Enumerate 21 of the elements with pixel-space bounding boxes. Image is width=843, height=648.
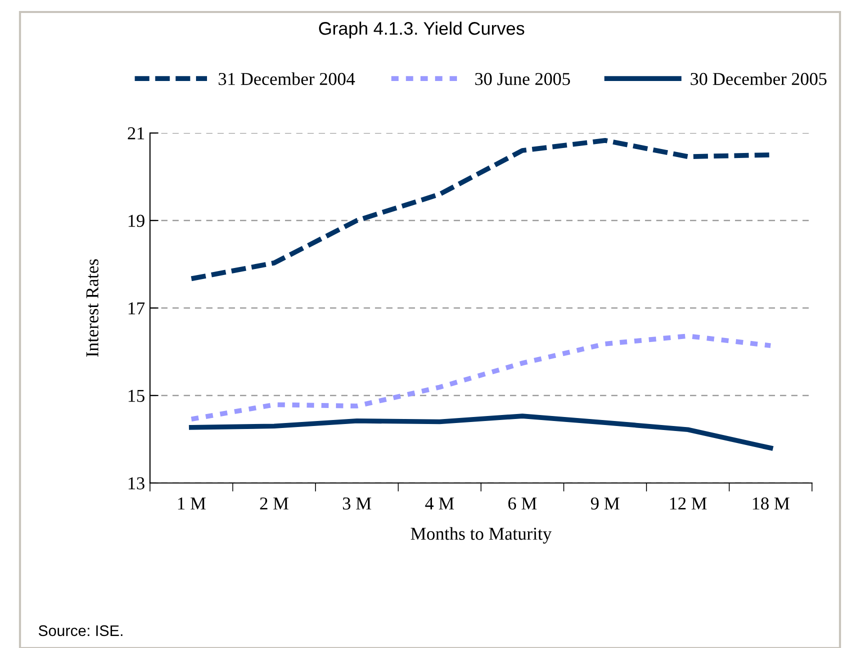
chart-title: Graph 4.1.3. Yield Curves bbox=[319, 22, 524, 38]
legend-label: 30 December 2005 bbox=[690, 72, 827, 86]
source-note: Source: ISE. bbox=[38, 625, 122, 636]
x-tick-label: 2 M bbox=[260, 497, 288, 510]
legend-label: 31 December 2004 bbox=[218, 72, 355, 86]
x-axis-title: Months to Maturity bbox=[410, 527, 552, 544]
y-tick-label: 21 bbox=[128, 127, 144, 140]
x-tick-label: 12 M bbox=[670, 497, 707, 510]
x-tick-label: 6 M bbox=[508, 497, 537, 510]
y-tick-label: 13 bbox=[128, 477, 144, 490]
x-tick-label: 18 M bbox=[752, 497, 790, 510]
x-tick-label: 3 M bbox=[342, 497, 372, 510]
y-tick-label: 17 bbox=[128, 302, 145, 314]
line-series bbox=[188, 414, 774, 450]
x-tick-label: 9 M bbox=[590, 497, 620, 510]
y-tick-label: 15 bbox=[128, 390, 144, 402]
x-tick-label: 4 M bbox=[425, 498, 454, 510]
y-tick-label: 19 bbox=[128, 214, 144, 227]
y-axis-title: Interest Rates bbox=[86, 259, 98, 357]
legend-label: 30 June 2005 bbox=[475, 72, 570, 86]
x-tick-label: 1 M bbox=[178, 498, 206, 510]
